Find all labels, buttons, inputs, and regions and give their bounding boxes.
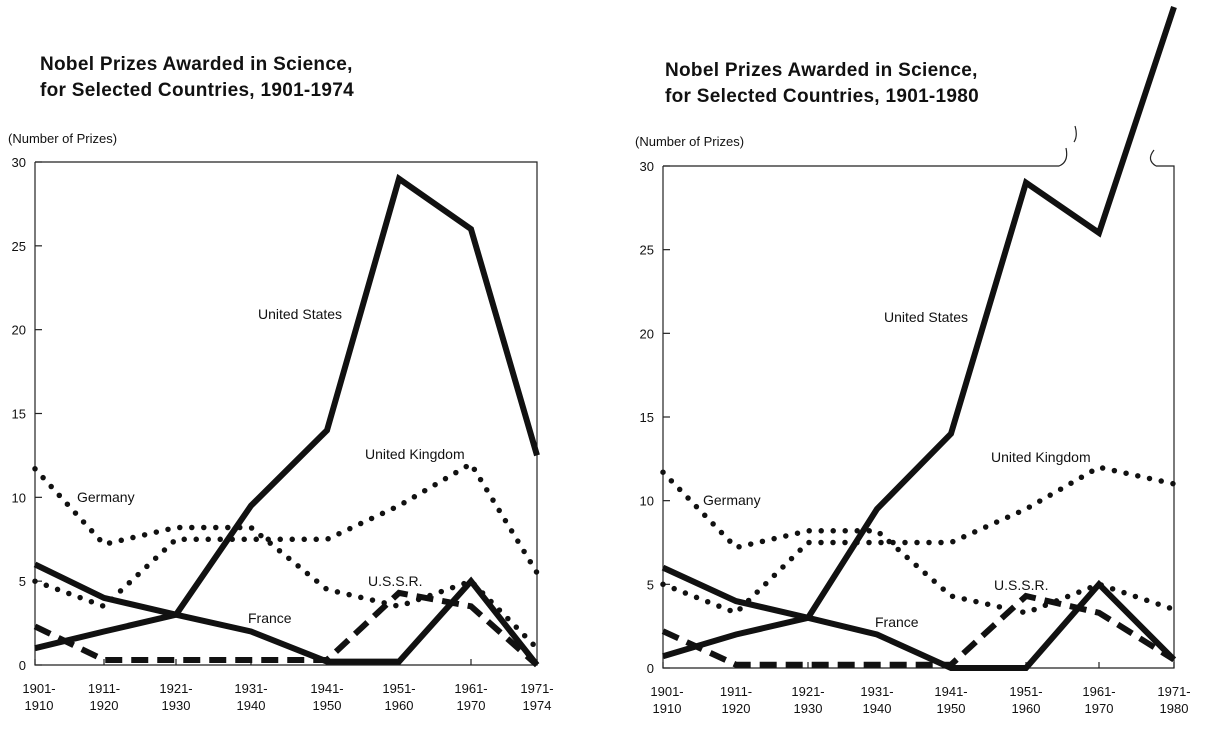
series-line-u-s-s-r — [661, 592, 1176, 668]
series-line-france — [661, 564, 1177, 671]
x-tick-label: 1951- 1960 — [382, 681, 415, 713]
x-tick-label: 1961- 1970 — [1082, 684, 1115, 716]
x-tick-label-line-1: 1931- — [234, 681, 267, 696]
x-tick-label-line-1: 1901- — [22, 681, 55, 696]
series-line-germany — [32, 466, 540, 651]
x-tick-label-line-1: 1931- — [860, 684, 893, 699]
x-tick-label-line-1: 1961- — [1082, 684, 1115, 699]
chart-panel-1901-1974: Nobel Prizes Awarded in Science, for Sel… — [8, 52, 554, 713]
y-tick-label: 20 — [640, 326, 654, 341]
x-tick-label-line-2: 1920 — [90, 698, 119, 713]
y-axis-label: (Number of Prizes) — [635, 134, 745, 149]
x-tick-label: 1931- 1940 — [234, 681, 267, 713]
chart-title-line-2: for Selected Countries, 1901-1974 — [40, 80, 355, 101]
y-tick-label: 0 — [647, 661, 654, 676]
series-line-united-kingdom — [660, 464, 1177, 617]
x-tick-label-line-2: 1910 — [653, 701, 682, 716]
y-tick-label: 0 — [19, 658, 26, 673]
plot-frame-break-mark — [1073, 125, 1077, 143]
x-tick-label: 1931- 1940 — [860, 684, 893, 716]
x-tick-label-line-1: 1971- — [1157, 684, 1190, 699]
x-tick-label-line-1: 1911- — [88, 681, 120, 696]
x-tick-label: 1901- 1910 — [650, 684, 683, 716]
x-tick-label: 1911- 1920 — [720, 684, 752, 716]
x-tick-label: 1901- 1910 — [22, 681, 55, 713]
series-label-germany: Germany — [703, 492, 761, 508]
x-tick-label-line-2: 1950 — [313, 698, 342, 713]
chart-title-line-1: Nobel Prizes Awarded in Science, — [40, 54, 353, 75]
x-tick-label: 1951- 1960 — [1009, 684, 1042, 716]
series-label-united-states: United States — [884, 309, 968, 325]
x-tick-label-line-2: 1910 — [25, 698, 54, 713]
y-tick-label: 30 — [12, 155, 26, 170]
x-tick-label: 1941- 1950 — [310, 681, 343, 713]
x-tick-label: 1961- 1970 — [454, 681, 487, 713]
x-tick-label-line-2: 1980 — [1160, 701, 1189, 716]
x-tick-label-line-1: 1961- — [454, 681, 487, 696]
y-tick-label: 15 — [640, 410, 654, 425]
series-label-u-s-s-r: U.S.S.R. — [368, 573, 422, 589]
x-tick-label-line-2: 1930 — [794, 701, 823, 716]
x-tick-label-line-2: 1950 — [937, 701, 966, 716]
x-tick-label-line-1: 1951- — [382, 681, 415, 696]
y-tick-label: 5 — [647, 577, 654, 592]
x-tick-label-line-1: 1951- — [1009, 684, 1042, 699]
series-label-france: France — [875, 614, 919, 630]
x-tick-label: 1941- 1950 — [934, 684, 967, 716]
series-label-united-kingdom: United Kingdom — [365, 446, 465, 462]
chart-title: Nobel Prizes Awarded in Science, for Sel… — [665, 58, 979, 110]
x-tick-label-line-2: 1920 — [722, 701, 751, 716]
x-tick-label: 1971- 1974 — [520, 681, 553, 713]
y-tick-label: 10 — [12, 490, 26, 505]
series-label-france: France — [248, 610, 292, 626]
y-tick-label: 15 — [12, 407, 26, 422]
series-label-united-kingdom: United Kingdom — [991, 449, 1091, 465]
x-tick-label-line-1: 1941- — [934, 684, 967, 699]
x-tick-label-line-1: 1901- — [650, 684, 683, 699]
x-tick-label-line-2: 1960 — [385, 698, 414, 713]
series-line-u-s-s-r — [33, 589, 539, 668]
y-tick-label: 10 — [640, 494, 654, 509]
chart-panel-1901-1980: Nobel Prizes Awarded in Science, for Sel… — [609, 0, 1218, 735]
y-tick-label: 5 — [19, 574, 26, 589]
x-tick-label-line-1: 1921- — [791, 684, 824, 699]
y-tick-label: 25 — [640, 243, 654, 258]
x-tick-label-line-2: 1970 — [457, 698, 486, 713]
series-line-united-states — [662, 6, 1177, 660]
x-tick-label-line-1: 1971- — [520, 681, 553, 696]
x-tick-label-line-2: 1940 — [863, 701, 892, 716]
x-tick-label-line-1: 1911- — [720, 684, 752, 699]
plot-frame-break-right — [1149, 149, 1157, 167]
plot-frame — [662, 165, 1175, 669]
x-tick-label-line-2: 1940 — [237, 698, 266, 713]
chart-title-line-2: for Selected Countries, 1901-1980 — [665, 86, 980, 107]
series-label-germany: Germany — [77, 489, 135, 505]
x-tick-label-line-2: 1930 — [162, 698, 191, 713]
chart-title-line-1: Nobel Prizes Awarded in Science, — [665, 60, 978, 81]
x-tick-label: 1921- 1930 — [791, 684, 824, 716]
series-line-united-states — [34, 173, 540, 652]
x-tick-label-line-1: 1921- — [159, 681, 192, 696]
y-tick-label: 30 — [640, 159, 654, 174]
x-tick-label: 1911- 1920 — [88, 681, 120, 713]
series-label-united-states: United States — [258, 306, 342, 322]
series-line-france — [33, 561, 540, 667]
y-tick-label: 25 — [12, 239, 26, 254]
line-chart-1901-1974: 0510152025301901-19101911-19201921-19301… — [12, 155, 554, 713]
x-tick-label-line-1: 1941- — [310, 681, 343, 696]
line-chart-1901-1980: 0510152025301901-19101911-19201921-19301… — [640, 6, 1191, 716]
plot-frame-break-left — [663, 147, 1068, 167]
series-label-u-s-s-r: U.S.S.R. — [994, 577, 1048, 593]
x-tick-label-line-2: 1960 — [1012, 701, 1041, 716]
x-tick-label-line-2: 1970 — [1085, 701, 1114, 716]
chart-title: Nobel Prizes Awarded in Science, for Sel… — [40, 52, 354, 104]
x-tick-label: 1971- 1980 — [1157, 684, 1190, 716]
y-tick-label: 20 — [12, 323, 26, 338]
x-tick-label-line-2: 1974 — [523, 698, 552, 713]
x-tick-label: 1921- 1930 — [159, 681, 192, 713]
y-axis-label: (Number of Prizes) — [8, 131, 118, 146]
